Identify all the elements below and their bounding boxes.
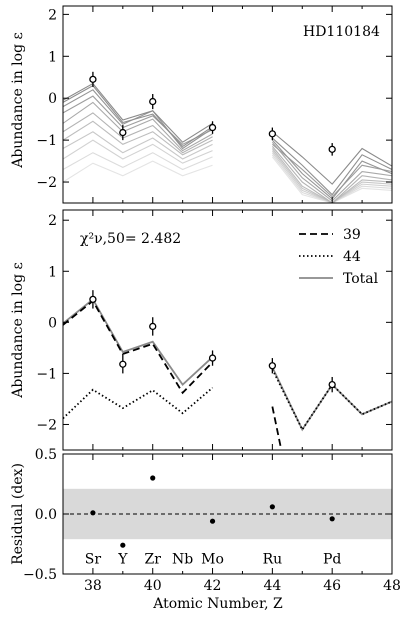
x-tick-label: 48 — [383, 578, 401, 594]
series-line-39 — [271, 406, 283, 450]
legend-label-44: 44 — [343, 249, 361, 265]
bottom-y-tick-label: 0.5 — [35, 447, 57, 463]
top-y-tick-label: 2 — [48, 7, 57, 23]
model-line — [272, 143, 392, 198]
model-line — [271, 137, 392, 196]
residual-point — [209, 518, 216, 524]
middle-panel-frame — [62, 209, 393, 451]
model-line — [271, 154, 392, 203]
top-y-tick-label: −2 — [36, 175, 57, 191]
bottom-y-tick-label: −0.5 — [23, 567, 57, 583]
model-line — [63, 82, 213, 143]
x-tick-label: 44 — [263, 578, 281, 594]
residual-point — [90, 510, 96, 516]
chi-square-label: χ²ν,50= 2.482 — [80, 231, 181, 247]
top-y-tick-label: 1 — [48, 49, 57, 65]
element-label-pd: Pd — [323, 551, 341, 567]
top-y-tick-label: −1 — [36, 133, 57, 149]
model-line — [271, 152, 392, 203]
middle-y-tick-label: 0 — [48, 315, 57, 331]
middle-observed-point — [89, 295, 97, 304]
residual-point — [269, 504, 275, 510]
x-tick-label: 42 — [204, 578, 222, 594]
top-observed-point — [208, 123, 217, 132]
legend: 39 44 Total — [299, 227, 379, 287]
model-line — [63, 95, 213, 145]
model-line — [63, 89, 213, 150]
top-observed-point — [268, 130, 277, 138]
top-ylabel: Abundance in log ε — [10, 32, 26, 169]
middle-observed-point — [268, 362, 277, 370]
residual-point — [329, 516, 335, 522]
residual-panel: Sr Y Zr Nb Mo Ru Pd 38 40 42 44 46 48 0.5 0.0 −0.5 — [23, 447, 401, 594]
model-line — [271, 146, 392, 203]
top-observed-point — [119, 128, 127, 137]
top-panel: 2 1 0 −1 −2 — [36, 5, 393, 204]
middle-y-tick-label: −2 — [36, 417, 57, 433]
series-line-Total — [271, 366, 392, 432]
middle-y-tick-label: 1 — [48, 264, 57, 280]
model-line — [271, 156, 392, 203]
element-label-y: Y — [117, 551, 128, 567]
series-line-39 — [63, 299, 214, 395]
element-label-nb: Nb — [172, 551, 193, 567]
middle-observed-point — [119, 360, 127, 368]
middle-y-tick-label: 2 — [48, 213, 57, 229]
x-tick-label: 38 — [84, 578, 102, 594]
series-line-Total — [63, 297, 214, 386]
top-panel-frame — [62, 5, 393, 204]
element-label-zr: Zr — [145, 551, 162, 567]
element-label-ru: Ru — [263, 551, 283, 567]
middle-observed-point — [149, 322, 157, 331]
model-line — [271, 141, 392, 202]
middle-y-tick-label: −1 — [36, 366, 57, 382]
bottom-ylabel: Residual (dex) — [10, 463, 26, 565]
top-observed-point — [328, 145, 336, 153]
bottom-y-tick-label: 0.0 — [35, 507, 57, 523]
top-y-tick-label: 0 — [48, 91, 57, 107]
x-tick-label: 40 — [144, 578, 162, 594]
legend-label-total: Total — [343, 271, 379, 287]
element-label-sr: Sr — [85, 551, 102, 567]
model-line — [271, 150, 392, 203]
model-line — [63, 160, 213, 183]
star-name-label: HD110184 — [303, 24, 380, 40]
model-line — [272, 131, 392, 185]
model-line — [63, 120, 213, 156]
middle-ylabel: Abundance in log ε — [10, 262, 26, 399]
model-line — [63, 139, 213, 164]
series-line-44 — [63, 387, 214, 419]
top-observed-point — [149, 97, 157, 106]
residual-point — [120, 542, 126, 548]
model-line — [271, 148, 392, 203]
middle-observed-point — [328, 380, 336, 389]
residual-point — [150, 475, 156, 481]
legend-label-39: 39 — [343, 227, 361, 243]
middle-panel: 2 1 0 −1 −2 — [36, 209, 393, 451]
model-line — [63, 112, 213, 154]
x-tick-label: 46 — [323, 578, 341, 594]
middle-observed-point — [208, 354, 217, 362]
model-line — [63, 152, 213, 171]
model-line — [63, 131, 213, 160]
x-axis-label: Atomic Number, Z — [152, 596, 283, 612]
model-line — [271, 139, 392, 200]
top-observed-point — [89, 75, 97, 84]
model-line — [63, 101, 213, 152]
model-line — [63, 84, 213, 148]
element-label-mo: Mo — [201, 551, 224, 567]
